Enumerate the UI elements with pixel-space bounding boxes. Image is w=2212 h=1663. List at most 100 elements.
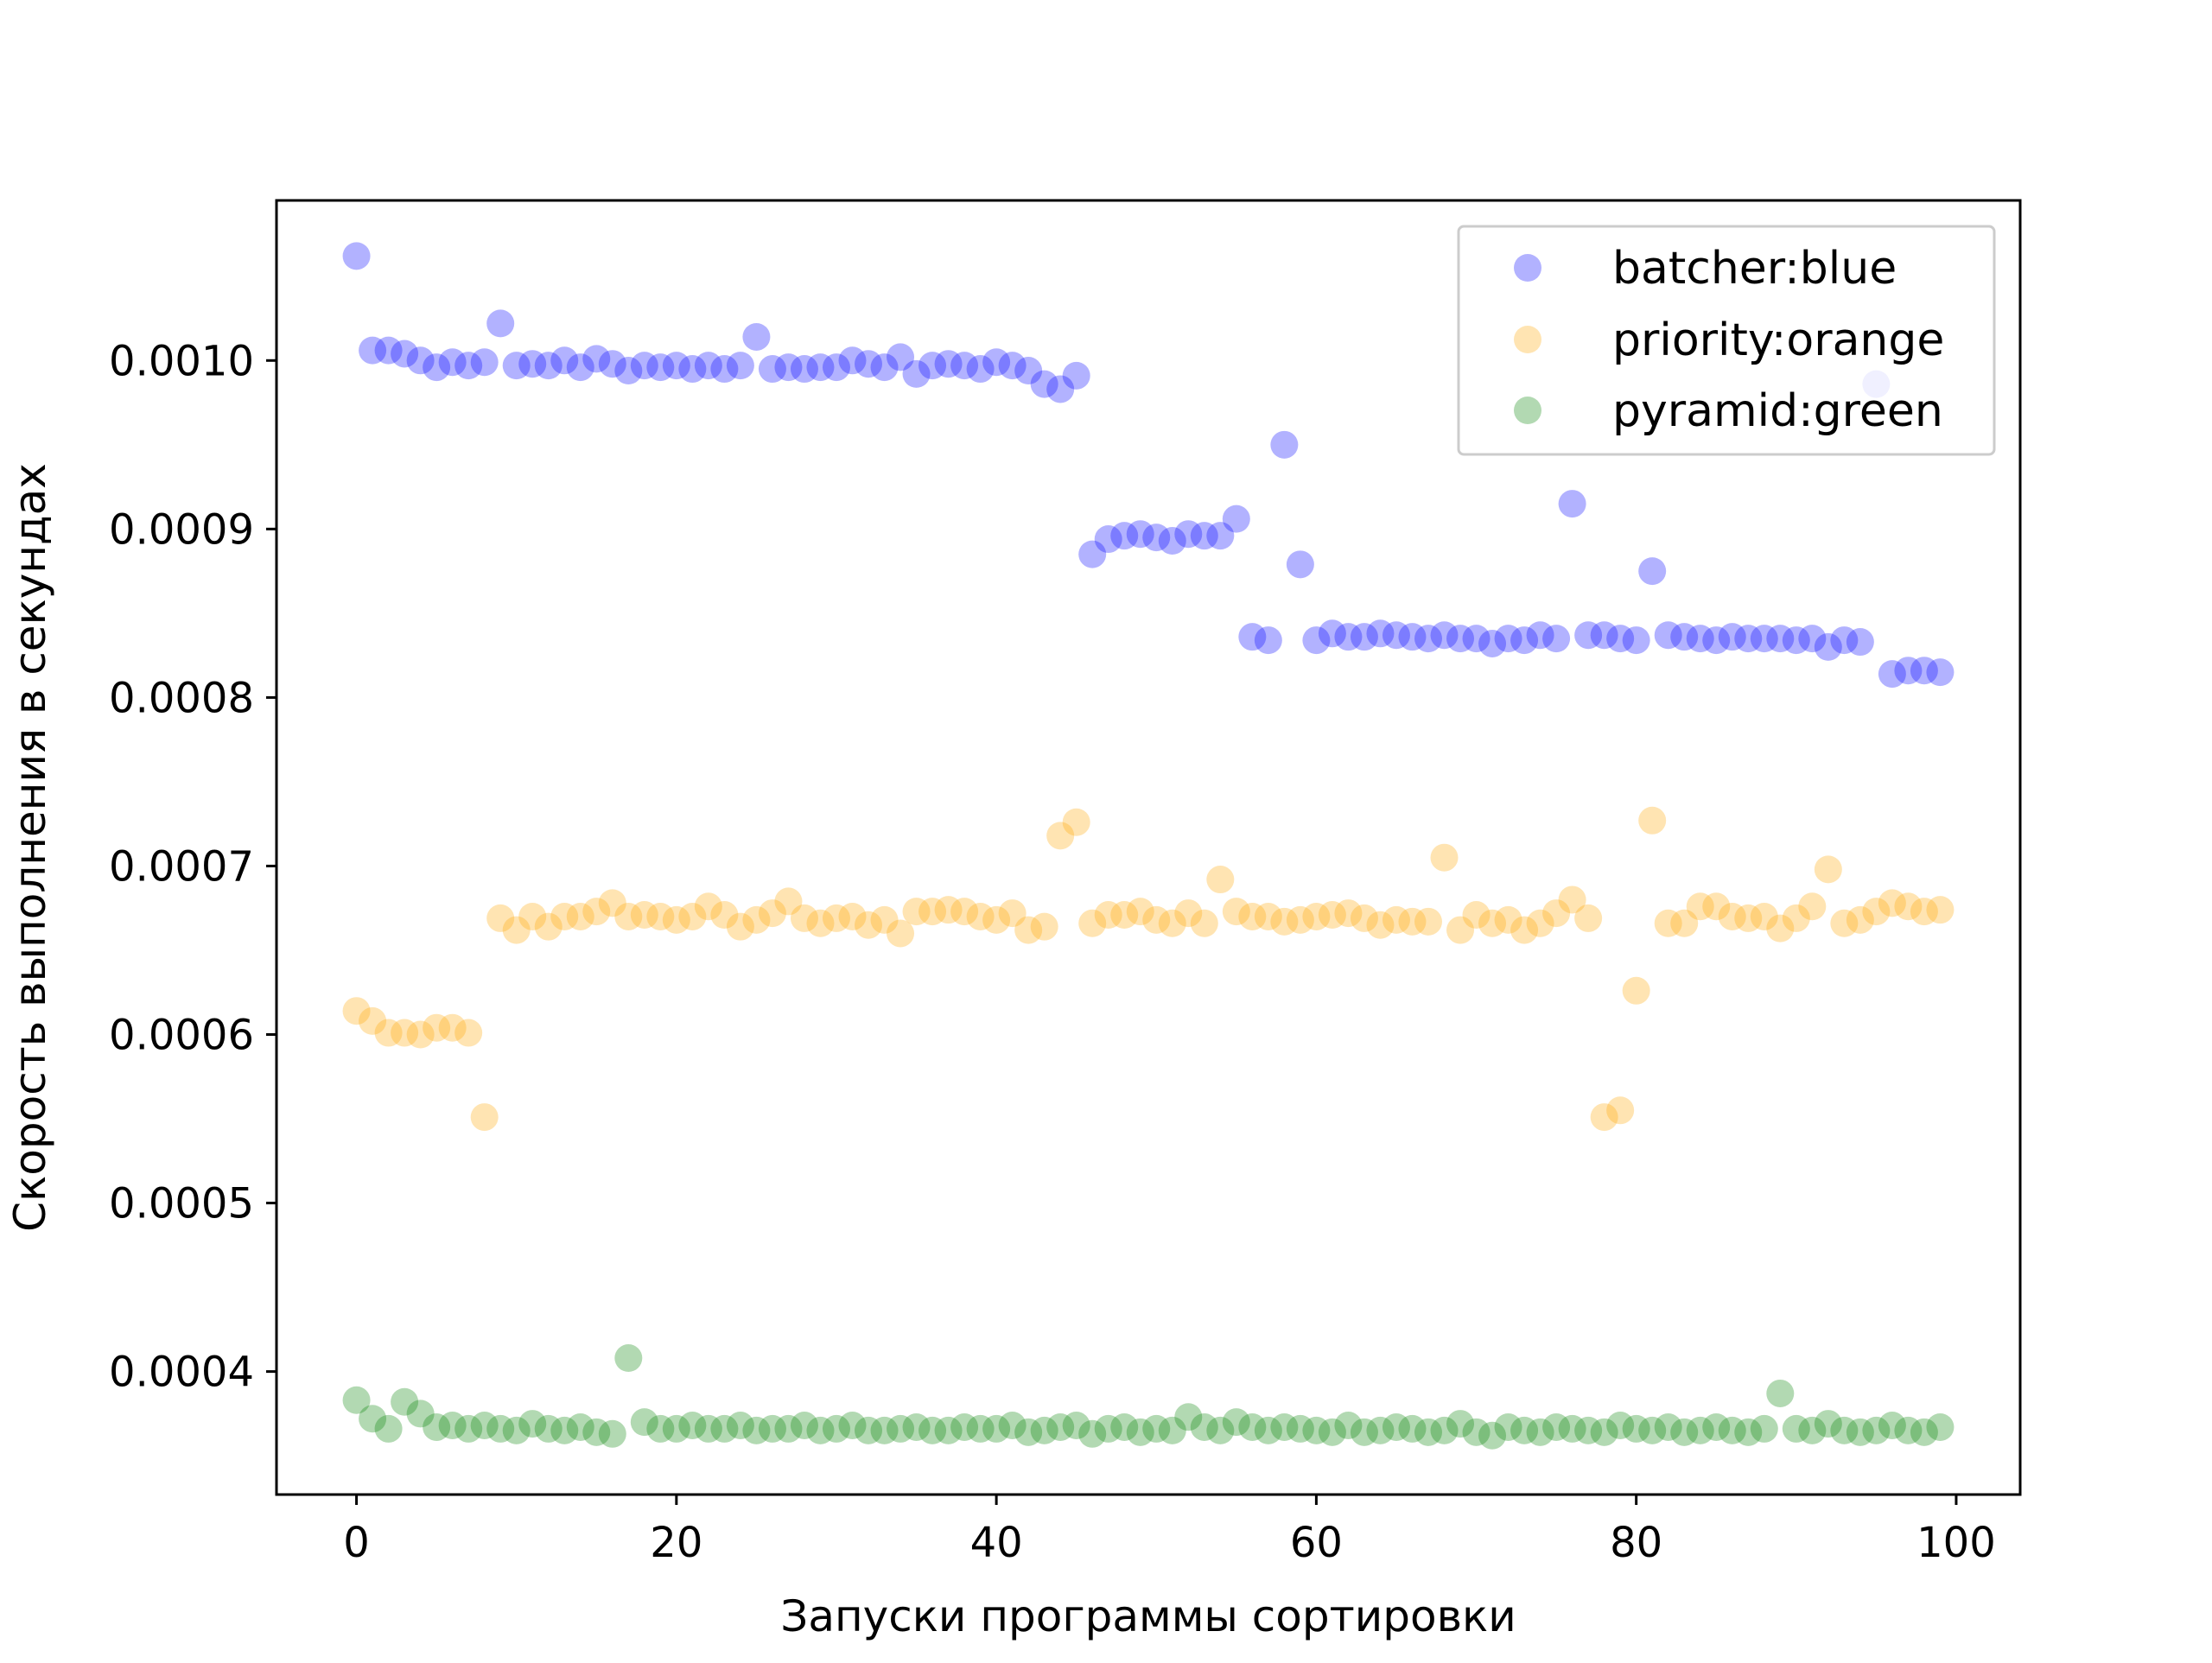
point-pyramid xyxy=(1286,1414,1314,1443)
point-batcher xyxy=(966,355,995,384)
point-priority xyxy=(662,905,690,934)
point-pyramid xyxy=(1318,1418,1346,1446)
point-batcher xyxy=(918,352,947,380)
point-priority xyxy=(1606,1096,1635,1125)
point-pyramid xyxy=(1526,1418,1554,1446)
point-batcher xyxy=(1462,625,1491,653)
point-batcher xyxy=(1334,623,1363,651)
point-priority xyxy=(726,912,754,941)
point-batcher xyxy=(822,353,850,382)
point-batcher xyxy=(1222,505,1250,533)
point-priority xyxy=(1318,901,1346,930)
point-batcher xyxy=(1494,625,1522,653)
point-pyramid xyxy=(454,1414,483,1443)
point-pyramid xyxy=(1750,1414,1778,1443)
point-priority xyxy=(1142,905,1171,934)
y-tick-label: 0.0007 xyxy=(109,842,254,891)
point-pyramid xyxy=(1862,1416,1891,1444)
point-batcher xyxy=(502,352,531,380)
point-batcher xyxy=(1062,361,1090,390)
point-pyramid xyxy=(1446,1410,1475,1438)
point-priority xyxy=(1542,899,1571,928)
point-priority xyxy=(1366,911,1395,939)
point-priority xyxy=(582,898,611,926)
point-batcher xyxy=(1574,621,1603,650)
point-pyramid xyxy=(1606,1412,1635,1440)
point-priority xyxy=(630,901,658,930)
point-pyramid xyxy=(1494,1412,1522,1441)
point-batcher xyxy=(1766,625,1795,653)
point-batcher xyxy=(566,353,594,382)
y-tick-label: 0.0005 xyxy=(109,1180,254,1228)
point-batcher xyxy=(1238,623,1267,651)
point-pyramid xyxy=(470,1412,499,1440)
point-pyramid xyxy=(694,1414,722,1443)
point-batcher xyxy=(1014,357,1043,385)
x-tick-label: 60 xyxy=(1290,1519,1343,1567)
point-priority xyxy=(838,902,867,930)
point-pyramid xyxy=(566,1412,594,1441)
point-priority xyxy=(470,1103,499,1132)
x-tick-label: 20 xyxy=(650,1519,702,1567)
point-priority xyxy=(1814,855,1842,884)
point-priority xyxy=(1478,909,1507,937)
legend: batcher:blue priority:orange pyramid:gre… xyxy=(1457,225,1996,456)
point-pyramid xyxy=(1462,1418,1491,1446)
point-pyramid xyxy=(1430,1416,1459,1444)
legend-label-priority: priority:orange xyxy=(1612,314,1944,366)
point-priority xyxy=(710,901,739,930)
point-pyramid xyxy=(1638,1416,1667,1444)
point-batcher xyxy=(1174,520,1203,549)
point-batcher xyxy=(470,348,499,377)
point-batcher xyxy=(1670,623,1699,651)
point-batcher xyxy=(758,355,786,384)
y-tick-label: 0.0004 xyxy=(109,1349,254,1397)
legend-marker-pyramid xyxy=(1514,397,1541,424)
point-priority xyxy=(1526,909,1554,937)
point-batcher xyxy=(1590,621,1618,650)
point-batcher xyxy=(1206,522,1235,550)
point-pyramid xyxy=(582,1418,611,1446)
point-pyramid xyxy=(518,1410,547,1438)
point-priority xyxy=(1446,916,1475,944)
point-batcher xyxy=(1782,626,1810,655)
point-priority xyxy=(1270,907,1299,936)
point-batcher xyxy=(1894,657,1923,685)
point-batcher xyxy=(486,309,515,338)
point-batcher xyxy=(710,355,739,384)
point-priority xyxy=(359,1006,387,1035)
point-priority xyxy=(1622,976,1650,1005)
point-pyramid xyxy=(1174,1403,1203,1431)
point-priority xyxy=(1894,892,1923,921)
point-pyramid xyxy=(950,1412,979,1441)
point-pyramid xyxy=(1142,1414,1171,1443)
point-pyramid xyxy=(1846,1418,1874,1446)
point-pyramid xyxy=(486,1414,515,1443)
point-batcher xyxy=(694,352,722,380)
point-pyramid xyxy=(1702,1412,1731,1441)
point-priority xyxy=(1878,889,1906,917)
point-batcher xyxy=(534,352,563,380)
point-batcher xyxy=(1926,658,1955,687)
point-priority xyxy=(1206,866,1235,894)
point-pyramid xyxy=(1478,1421,1507,1450)
x-axis-ticks: 0 20 40 60 80 100 xyxy=(343,1495,1996,1567)
point-pyramid xyxy=(934,1416,963,1444)
point-priority xyxy=(1062,808,1090,836)
point-priority xyxy=(391,1019,419,1047)
point-priority xyxy=(1558,885,1586,914)
point-batcher xyxy=(790,355,818,384)
point-pyramid xyxy=(1558,1414,1586,1443)
point-pyramid xyxy=(966,1414,995,1443)
point-priority xyxy=(518,902,547,930)
point-batcher xyxy=(1446,625,1475,653)
point-batcher xyxy=(1094,525,1122,554)
point-priority xyxy=(566,902,594,930)
point-batcher xyxy=(1142,524,1171,552)
point-batcher xyxy=(982,348,1011,377)
point-pyramid xyxy=(806,1416,835,1444)
point-pyramid xyxy=(374,1414,403,1443)
point-priority xyxy=(1110,901,1139,930)
legend-label-batcher: batcher:blue xyxy=(1612,243,1897,295)
